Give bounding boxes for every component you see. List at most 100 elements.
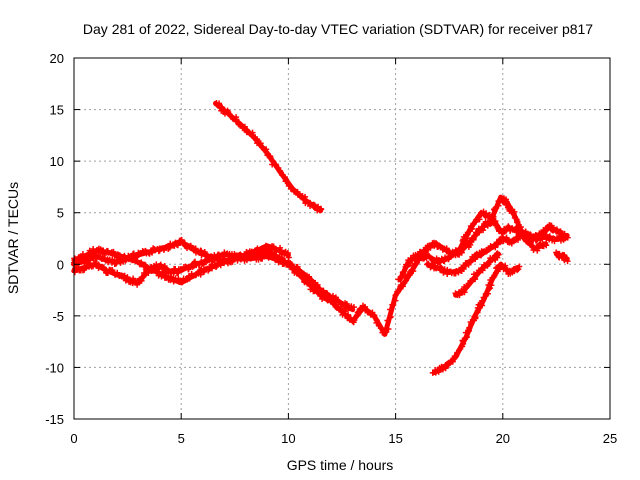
- data-point: [174, 242, 181, 249]
- data-point: [453, 352, 460, 359]
- data-point: [487, 285, 494, 292]
- data-point: [124, 274, 131, 281]
- data-point: [350, 316, 357, 323]
- data-point: [142, 266, 149, 273]
- y-tick-label: 10: [50, 154, 64, 169]
- series-arc-7: [424, 222, 569, 278]
- data-point: [392, 297, 399, 304]
- data-point: [179, 278, 186, 285]
- data-point: [225, 110, 232, 117]
- data-point: [516, 263, 523, 270]
- plot-frame: [73, 57, 611, 420]
- data-point: [559, 232, 566, 239]
- data-point: [283, 177, 290, 184]
- data-point: [466, 324, 473, 331]
- y-tick-label: 15: [50, 103, 64, 118]
- data-point: [451, 250, 458, 257]
- data-point: [471, 313, 478, 320]
- data-point: [416, 248, 423, 255]
- series-arc-2: [71, 249, 357, 313]
- data-point: [161, 263, 168, 270]
- data-point: [546, 233, 553, 240]
- data-point: [241, 123, 248, 130]
- data-point: [389, 301, 396, 308]
- x-tick-label: 0: [70, 431, 77, 446]
- data-point: [341, 310, 348, 317]
- data-point: [387, 313, 394, 320]
- y-tick-label: -15: [45, 412, 64, 427]
- data-point: [427, 254, 434, 261]
- data-point: [460, 265, 467, 272]
- data-point: [269, 254, 276, 261]
- data-point: [392, 292, 399, 299]
- data-point: [424, 246, 431, 253]
- series-arc-10: [553, 249, 571, 265]
- x-tick-label: 5: [178, 431, 185, 446]
- data-point: [320, 287, 327, 294]
- data-point: [511, 268, 518, 275]
- data-point: [284, 249, 291, 256]
- data-point: [257, 140, 264, 147]
- data-point: [562, 235, 569, 242]
- data-point: [198, 252, 205, 259]
- y-tick-label: 20: [50, 51, 64, 66]
- data-point: [311, 202, 318, 209]
- data-point: [470, 236, 477, 243]
- data-point: [219, 104, 226, 111]
- data-point: [491, 242, 498, 249]
- data-point: [177, 266, 184, 273]
- data-series: [70, 99, 571, 376]
- series-arc-4: [213, 99, 325, 214]
- data-point: [229, 115, 236, 122]
- data-point: [285, 254, 292, 261]
- data-point: [350, 304, 357, 311]
- data-point: [361, 304, 368, 311]
- data-point: [186, 275, 193, 282]
- data-point: [267, 154, 274, 161]
- data-point: [353, 312, 360, 319]
- data-point: [334, 297, 341, 304]
- data-point: [316, 207, 323, 214]
- data-point: [90, 245, 97, 252]
- data-point: [479, 297, 486, 304]
- data-point: [410, 268, 417, 275]
- data-point: [438, 265, 445, 272]
- y-tick-label: -5: [52, 309, 64, 324]
- data-point: [249, 131, 256, 138]
- data-point: [493, 239, 500, 246]
- x-tick-label: 10: [281, 431, 295, 446]
- grid-lines: [74, 58, 610, 419]
- data-point: [543, 242, 550, 249]
- data-point: [476, 213, 483, 220]
- data-point: [398, 273, 405, 280]
- data-point: [422, 251, 429, 258]
- data-point: [333, 296, 340, 303]
- data-point: [399, 283, 406, 290]
- data-point: [483, 210, 490, 217]
- data-point: [79, 251, 86, 258]
- data-point: [387, 306, 394, 313]
- data-point: [277, 244, 284, 251]
- data-point: [502, 264, 509, 271]
- axis-ticks: 0 5 10 15 20 25 -15 -10 -5 0 5 10 15 20: [45, 51, 617, 446]
- data-point: [330, 300, 337, 307]
- data-point: [471, 255, 478, 262]
- data-point: [233, 116, 240, 123]
- data-point: [138, 277, 145, 284]
- data-point: [210, 255, 217, 262]
- y-tick-label: -10: [45, 360, 64, 375]
- data-point: [456, 246, 463, 253]
- data-point: [466, 240, 473, 247]
- data-point: [103, 269, 110, 276]
- data-point: [237, 121, 244, 128]
- data-point: [541, 229, 548, 236]
- data-point: [149, 249, 156, 256]
- data-point: [474, 229, 481, 236]
- data-point: [329, 297, 336, 304]
- data-point: [535, 235, 542, 242]
- data-point: [563, 255, 570, 262]
- x-tick-label: 15: [388, 431, 402, 446]
- data-point: [296, 266, 303, 273]
- data-point: [514, 218, 521, 225]
